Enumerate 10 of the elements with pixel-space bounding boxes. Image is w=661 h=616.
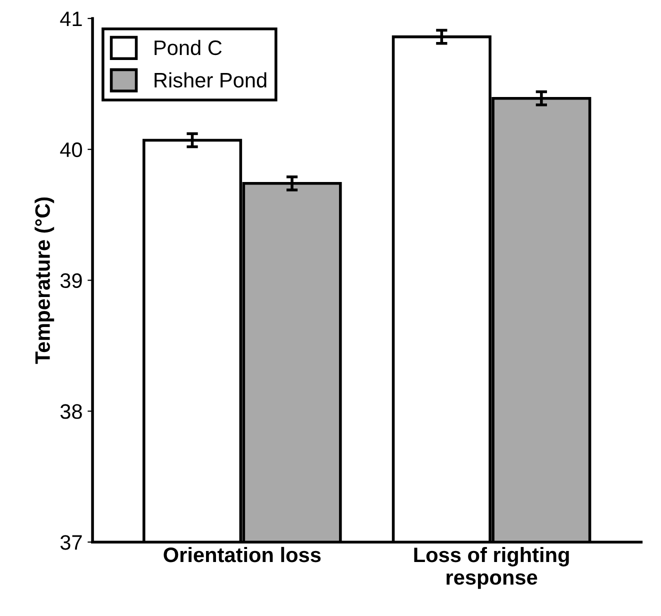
y-tick-label: 40 (60, 142, 82, 158)
y-tick-label: 38 (60, 404, 82, 419)
y-axis-title: Temperature (°C) (34, 197, 54, 364)
x-tick-label: Orientation loss (164, 546, 321, 562)
y-tick-label: 41 (60, 12, 82, 26)
y-tick-label: 39 (60, 273, 82, 288)
y-tick-label: 37 (60, 535, 82, 550)
x-tick-label: Loss of righting response (414, 546, 569, 589)
legend-label: Pond C (154, 40, 222, 56)
legend-label: Risher Pond (154, 72, 266, 88)
